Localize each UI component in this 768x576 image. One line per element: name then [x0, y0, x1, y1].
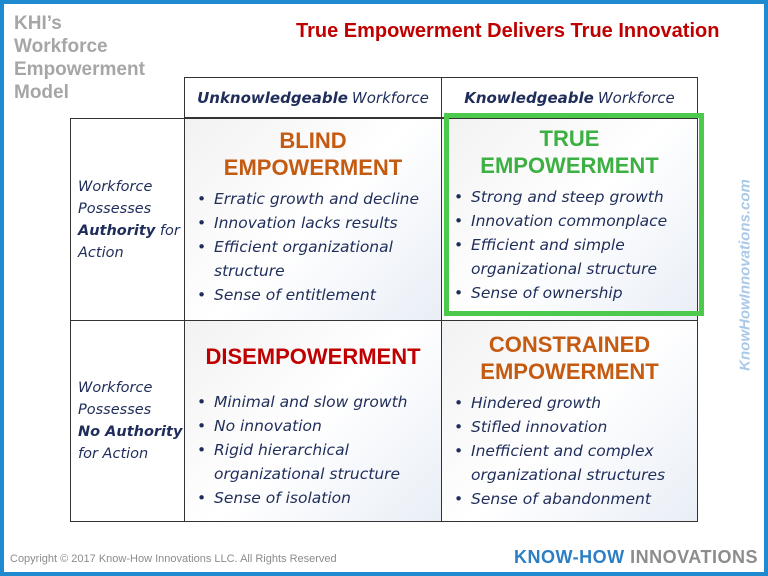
bullet-item: Efficient and simple organizational stru…: [448, 233, 691, 281]
bullet-item: No innovation: [191, 414, 435, 438]
quadrant-title: CONSTRAINED EMPOWERMENT: [480, 332, 659, 384]
bullet-item: Sense of entitlement: [191, 283, 435, 307]
bullet-item: Innovation lacks results: [191, 211, 435, 235]
title-line: Model: [14, 82, 69, 103]
bullet-item: Erratic growth and decline: [191, 187, 435, 211]
row-line: Workforce: [78, 380, 153, 396]
bullet-item: Minimal and slow growth: [191, 390, 435, 414]
logo-part: KNOW-HOW: [514, 547, 625, 567]
row-rest: for: [155, 222, 180, 239]
col-bold: Unknowledgeable: [197, 88, 348, 107]
row-line: Possesses: [78, 402, 152, 418]
bullet-item: Rigid hierarchical organizational struct…: [191, 438, 435, 486]
row-line: for Action: [78, 446, 149, 462]
title-line: KHI’s: [14, 13, 62, 34]
row-line: Possesses: [78, 200, 152, 217]
row-label-authority: Workforce Possesses Authority for Action: [70, 118, 185, 321]
bullet-item: Efficient organizational structure: [191, 235, 435, 283]
copyright: Copyright © 2017 Know-How Innovations LL…: [10, 553, 337, 565]
title-line: Empowerment: [14, 59, 145, 80]
bullet-list: Erratic growth and declineInnovation lac…: [191, 187, 435, 307]
column-header-knowledgeable: Knowledgeable Workforce: [441, 77, 698, 118]
bullet-list: Strong and steep growthInnovation common…: [448, 185, 691, 305]
bullet-item: Sense of isolation: [191, 486, 435, 510]
bullet-item: Strong and steep growth: [448, 185, 691, 209]
row-bold: Authority: [78, 222, 156, 239]
column-header-unknowledgeable: Unknowledgeable Workforce: [184, 77, 442, 118]
quadrant-title: BLIND EMPOWERMENT: [223, 128, 403, 180]
col-rest: Workforce: [351, 88, 429, 107]
bullet-item: Hindered growth: [448, 391, 691, 415]
bullet-item: Stifled innovation: [448, 415, 691, 439]
quadrant-title: DISEMPOWERMENT: [205, 344, 421, 369]
bullet-item: Inefficient and complex organizational s…: [448, 439, 691, 487]
model-title: KHI’s Workforce Empowerment Model: [14, 12, 145, 104]
col-rest: Workforce: [597, 88, 675, 107]
row-line: Workforce: [78, 178, 153, 195]
bullet-list: Minimal and slow growthNo innovationRigi…: [191, 390, 435, 510]
bullet-item: Sense of abandonment: [448, 487, 691, 511]
quadrant-disempowerment: DISEMPOWERMENT Minimal and slow growthNo …: [184, 320, 442, 522]
quadrant-title: TRUE EMPOWERMENT: [480, 126, 659, 178]
bullet-item: Sense of ownership: [448, 281, 691, 305]
col-bold: Knowledgeable: [464, 88, 594, 107]
watermark: KnowHowInnovations.com: [736, 179, 754, 371]
logo: KNOW-HOW INNOVATIONS: [514, 547, 758, 568]
highlight-box: [444, 113, 704, 316]
row-line: Action: [78, 244, 124, 261]
quadrant-blind-empowerment: BLIND EMPOWERMENT Erratic growth and decl…: [184, 118, 442, 321]
bullet-list: Hindered growthStifled innovationIneffic…: [448, 391, 691, 511]
row-bold: No Authority: [78, 424, 183, 440]
logo-part: INNOVATIONS: [630, 547, 758, 567]
quadrant-constrained-empowerment: CONSTRAINED EMPOWERMENT Hindered growthSt…: [441, 320, 698, 522]
bullet-item: Innovation commonplace: [448, 209, 691, 233]
main-title: True Empowerment Delivers True Innovatio…: [296, 20, 720, 42]
title-line: Workforce: [14, 36, 108, 57]
row-label-no-authority: Workforce Possesses No Authority for Act…: [70, 320, 185, 522]
